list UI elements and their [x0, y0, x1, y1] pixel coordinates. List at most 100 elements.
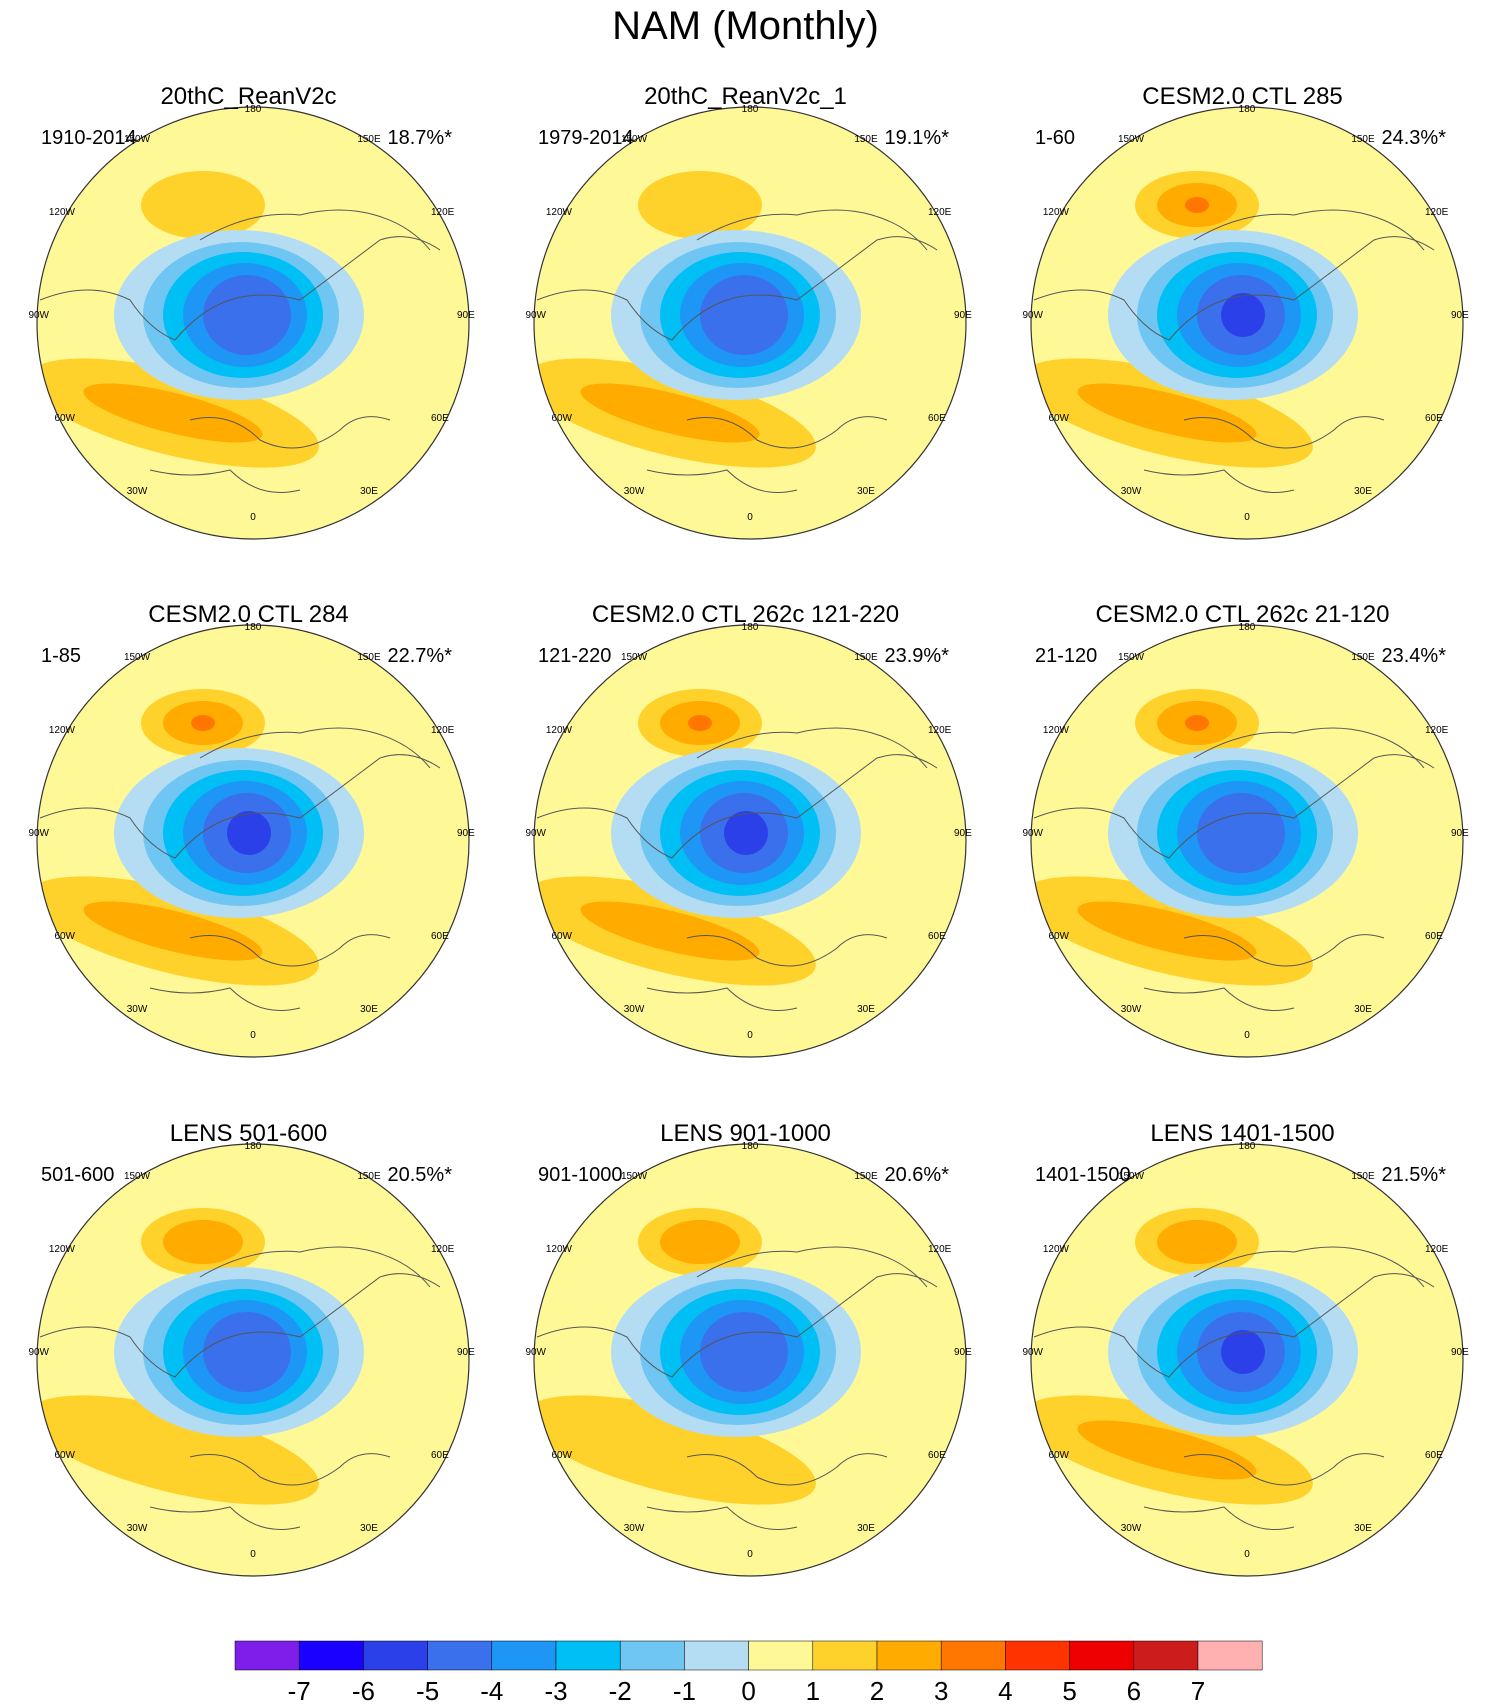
coastlines — [39, 1246, 441, 1530]
panel-title: CESM2.0 CTL 262c 121-220 — [591, 601, 900, 628]
colorbar-tick-label: -1 — [673, 1676, 696, 1705]
longitude-label: 180 — [245, 622, 262, 633]
colorbar-tick-label: -3 — [544, 1676, 567, 1705]
colorbar-swatch — [1133, 1640, 1199, 1671]
longitude-label: 30W — [1121, 1523, 1142, 1534]
polar-map: 180 150E 120E 90E 60E 30E 0 30W 60W 90W 120W 150W — [28, 104, 475, 540]
pacific-anomaly-contour — [141, 171, 265, 239]
longitude-label: 150E — [1351, 134, 1375, 145]
longitude-label: 60E — [431, 1450, 449, 1461]
longitude-label: 30W — [1121, 1004, 1142, 1015]
atlantic-anomaly-contour — [1077, 901, 1257, 961]
panel-period: 1979-2014 — [538, 127, 634, 149]
polar-anomaly-contour — [1221, 1330, 1265, 1374]
colorbar-tick-label: 4 — [998, 1676, 1012, 1705]
longitude-label: 0 — [1244, 1549, 1250, 1560]
panel-variance: 24.3%* — [1381, 127, 1447, 149]
map-panel: 180 150E 120E 90E 60E 30E 0 30W 60W 90W 120W 150W LE… — [497, 1037, 994, 1577]
panel-period: 121-220 — [538, 645, 612, 667]
panel-variance: 20.6%* — [884, 1164, 950, 1186]
panel-variance: 19.1%* — [884, 127, 950, 149]
longitude-label: 150E — [357, 134, 381, 145]
panel-variance: 23.9%* — [884, 645, 950, 667]
longitude-label: 90E — [457, 310, 475, 321]
colorbar-swatch — [234, 1640, 300, 1671]
longitude-label: 120W — [546, 725, 573, 736]
longitude-label: 180 — [245, 1141, 262, 1152]
longitude-label: 150E — [357, 652, 381, 663]
longitude-label: 150E — [854, 134, 878, 145]
longitude-label: 150W — [621, 652, 648, 663]
map-panel: 180 150E 120E 90E 60E 30E 0 30W 60W 90W 120W 150W CE… — [0, 518, 497, 1058]
longitude-label: 150W — [1118, 1171, 1145, 1182]
figure-title: NAM (Monthly) — [612, 4, 879, 48]
longitude-label: 120E — [431, 207, 455, 218]
longitude-label: 180 — [1239, 1141, 1256, 1152]
polar-map: 180 150E 120E 90E 60E 30E 0 30W 60W 90W 120W 150W — [28, 622, 475, 1058]
longitude-label: 60E — [928, 1450, 946, 1461]
colorbar-tick-label: 2 — [870, 1676, 884, 1705]
longitude-label: 150E — [854, 1171, 878, 1182]
longitude-label: 120E — [1425, 1244, 1449, 1255]
colorbar-tick-label: -4 — [480, 1676, 503, 1705]
panel-period: 1-85 — [41, 645, 82, 667]
longitude-label: 180 — [742, 1141, 759, 1152]
map-boundary — [1030, 106, 1464, 540]
longitude-label: 150E — [1351, 652, 1375, 663]
map-boundary — [533, 624, 967, 1058]
map-panel: 180 150E 120E 90E 60E 30E 0 30W 60W 90W 120W 150W 20… — [0, 0, 497, 540]
map-boundary — [36, 624, 470, 1058]
panel-title: LENS 501-600 — [169, 1120, 328, 1147]
longitude-label: 30E — [360, 1523, 378, 1534]
coastlines — [39, 209, 441, 493]
longitude-label: 60W — [551, 1450, 572, 1461]
polar-map: 180 150E 120E 90E 60E 30E 0 30W 60W 90W 120W 150W — [525, 1141, 972, 1577]
longitude-label: 0 — [747, 512, 753, 523]
colorbar-swatch — [298, 1640, 364, 1671]
longitude-label: 180 — [742, 622, 759, 633]
longitude-label: 60W — [1048, 931, 1069, 942]
atlantic-anomaly-contour — [83, 383, 263, 443]
longitude-label: 30E — [1354, 1523, 1372, 1534]
colorbar-swatch — [748, 1640, 814, 1671]
colorbar-tick-label: 1 — [806, 1676, 820, 1705]
longitude-label: 30E — [857, 1004, 875, 1015]
colorbar-swatch — [363, 1640, 428, 1671]
longitude-label: 0 — [250, 1549, 256, 1560]
longitude-label: 60E — [1425, 413, 1443, 424]
longitude-label: 30E — [360, 486, 378, 497]
longitude-label: 120E — [928, 1244, 952, 1255]
longitude-label: 90W — [28, 310, 49, 321]
polar-anomaly-contour — [724, 811, 768, 855]
panel-period: 501-600 — [41, 1164, 115, 1186]
panel-period: 901-1000 — [538, 1164, 623, 1186]
polar-map: 180 150E 120E 90E 60E 30E 0 30W 60W 90W 120W 150W — [28, 1141, 475, 1577]
colorbar-swatch — [1005, 1640, 1070, 1671]
longitude-label: 0 — [1244, 512, 1250, 523]
longitude-label: 0 — [250, 512, 256, 523]
longitude-label: 120W — [1043, 725, 1070, 736]
panel-title: 20thC_ReanV2c — [160, 83, 337, 110]
panel-variance: 21.5%* — [1381, 1164, 1447, 1186]
atlantic-anomaly-contour — [580, 901, 760, 961]
longitude-label: 60W — [551, 931, 572, 942]
panel-period: 21-120 — [1035, 645, 1098, 667]
coastlines — [1033, 727, 1435, 1011]
longitude-label: 90E — [457, 1347, 475, 1358]
longitude-label: 90W — [525, 828, 546, 839]
atlantic-anomaly-contour — [580, 383, 760, 443]
panel-title: LENS 901-1000 — [660, 1120, 831, 1147]
longitude-label: 90E — [1451, 1347, 1469, 1358]
longitude-label: 60E — [1425, 1450, 1443, 1461]
longitude-label: 30W — [127, 1004, 148, 1015]
polar-anomaly-contour — [203, 1312, 291, 1392]
panel-title: CESM2.0 CTL 262c 21-120 — [1095, 601, 1390, 628]
longitude-label: 180 — [1239, 622, 1256, 633]
colorbar-tick-label: -2 — [609, 1676, 632, 1705]
longitude-label: 30W — [624, 486, 645, 497]
pacific-anomaly-contour — [1157, 1220, 1237, 1264]
longitude-label: 60E — [431, 413, 449, 424]
pacific-anomaly-contour — [638, 171, 762, 239]
longitude-label: 120E — [431, 725, 455, 736]
map-boundary — [533, 106, 967, 540]
